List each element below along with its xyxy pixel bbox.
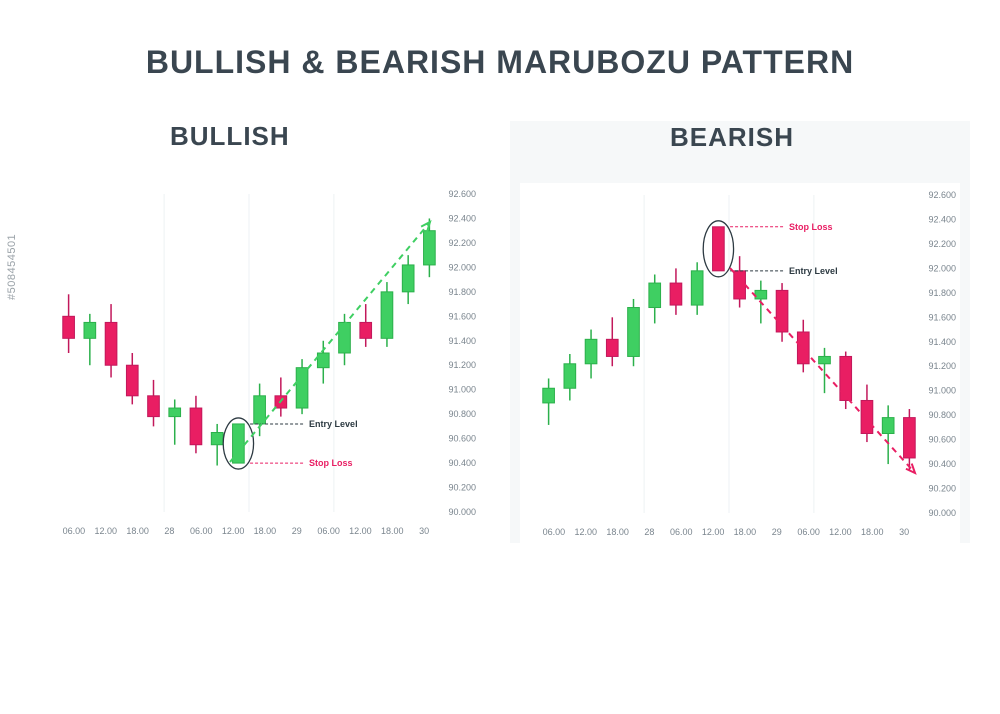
svg-text:06.00: 06.00 xyxy=(797,527,820,537)
svg-text:06.00: 06.00 xyxy=(317,526,340,536)
svg-text:91.800: 91.800 xyxy=(448,287,476,297)
svg-text:90.600: 90.600 xyxy=(928,435,956,445)
page-title: BULLISH & BEARISH MARUBOZU PATTERN xyxy=(0,0,1000,81)
svg-text:91.800: 91.800 xyxy=(928,288,956,298)
svg-text:91.200: 91.200 xyxy=(448,360,476,370)
svg-text:18.00: 18.00 xyxy=(254,526,277,536)
svg-text:90.400: 90.400 xyxy=(448,458,476,468)
bullish-chart: 92.600 92.400 92.200 92.000 91.800 91.600 91.4… xyxy=(40,182,480,542)
svg-text:18.00: 18.00 xyxy=(126,526,149,536)
bearish-panel: BEARISH 92.600 92.400 92.200 92.000 91.800 91… xyxy=(510,121,970,543)
bullish-title: BULLISH xyxy=(170,121,490,152)
svg-text:28: 28 xyxy=(644,527,654,537)
svg-text:12.00: 12.00 xyxy=(829,527,852,537)
svg-text:12.00: 12.00 xyxy=(349,526,372,536)
svg-text:Entry Level: Entry Level xyxy=(789,266,838,276)
svg-text:90.400: 90.400 xyxy=(928,459,956,469)
svg-text:06.00: 06.00 xyxy=(670,527,693,537)
svg-text:18.00: 18.00 xyxy=(734,527,757,537)
svg-text:18.00: 18.00 xyxy=(381,526,404,536)
svg-text:92.200: 92.200 xyxy=(448,238,476,248)
svg-text:30: 30 xyxy=(899,527,909,537)
svg-text:Stop Loss: Stop Loss xyxy=(309,458,353,468)
watermark: #508454501 xyxy=(6,234,18,300)
bullish-panel: BULLISH 92.600 92.400 92.200 92.000 91.800 91… xyxy=(30,121,490,543)
svg-text:92.600: 92.600 xyxy=(448,189,476,199)
svg-text:92.200: 92.200 xyxy=(928,239,956,249)
svg-text:92.000: 92.000 xyxy=(448,262,476,272)
svg-text:91.600: 91.600 xyxy=(928,312,956,322)
svg-text:90.800: 90.800 xyxy=(928,410,956,420)
svg-text:90.000: 90.000 xyxy=(928,508,956,518)
svg-text:92.400: 92.400 xyxy=(928,214,956,224)
svg-text:91.000: 91.000 xyxy=(928,386,956,396)
svg-text:Entry Level: Entry Level xyxy=(309,419,358,429)
panels: BULLISH 92.600 92.400 92.200 92.000 91.800 91… xyxy=(0,121,1000,543)
svg-text:92.000: 92.000 xyxy=(928,263,956,273)
svg-text:18.00: 18.00 xyxy=(861,527,884,537)
svg-text:91.200: 91.200 xyxy=(928,361,956,371)
svg-text:12.00: 12.00 xyxy=(94,526,117,536)
svg-text:90.200: 90.200 xyxy=(928,484,956,494)
bearish-chart: 92.600 92.400 92.200 92.000 91.800 91.600 91.4… xyxy=(520,183,960,543)
svg-text:Stop Loss: Stop Loss xyxy=(789,222,833,232)
svg-text:91.400: 91.400 xyxy=(928,337,956,347)
svg-text:92.400: 92.400 xyxy=(448,213,476,223)
svg-text:12.00: 12.00 xyxy=(702,527,725,537)
svg-text:06.00: 06.00 xyxy=(543,527,566,537)
svg-text:29: 29 xyxy=(292,526,302,536)
svg-text:12.00: 12.00 xyxy=(222,526,245,536)
svg-text:06.00: 06.00 xyxy=(190,526,213,536)
svg-text:12.00: 12.00 xyxy=(574,527,597,537)
svg-text:18.00: 18.00 xyxy=(606,527,629,537)
svg-text:92.600: 92.600 xyxy=(928,190,956,200)
svg-text:06.00: 06.00 xyxy=(63,526,86,536)
svg-text:91.000: 91.000 xyxy=(448,385,476,395)
svg-text:90.600: 90.600 xyxy=(448,434,476,444)
svg-text:90.000: 90.000 xyxy=(448,507,476,517)
svg-text:91.400: 91.400 xyxy=(448,336,476,346)
bearish-title: BEARISH xyxy=(670,122,970,153)
svg-text:91.600: 91.600 xyxy=(448,311,476,321)
svg-text:90.200: 90.200 xyxy=(448,483,476,493)
svg-text:90.800: 90.800 xyxy=(448,409,476,419)
svg-text:29: 29 xyxy=(772,527,782,537)
svg-text:28: 28 xyxy=(164,526,174,536)
svg-text:30: 30 xyxy=(419,526,429,536)
